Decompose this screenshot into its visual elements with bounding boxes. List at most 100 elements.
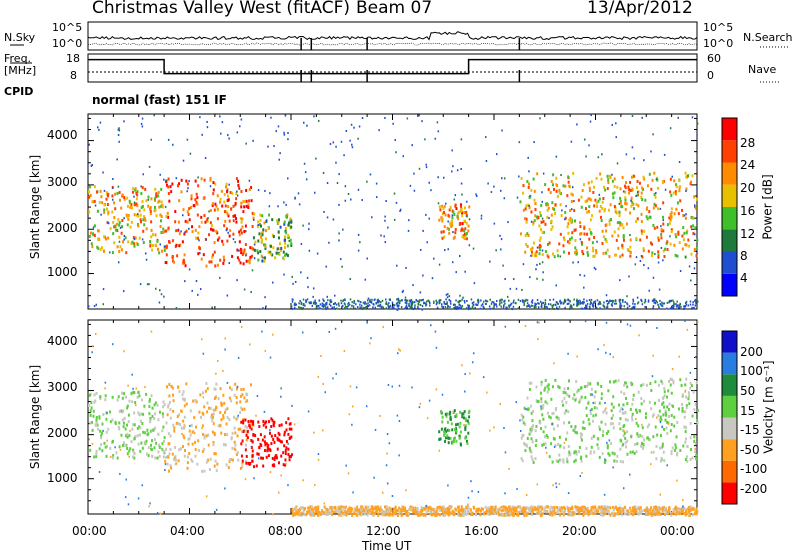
power-cell	[556, 194, 559, 198]
velocity-cell	[154, 412, 157, 416]
power-cell	[576, 302, 578, 305]
velocity-cell	[272, 437, 275, 441]
power-cell	[335, 303, 338, 306]
power-cell	[271, 233, 274, 237]
velocity-cell	[685, 395, 688, 399]
velocity-cell	[544, 386, 547, 390]
velocity-cell	[285, 421, 288, 425]
power-cell	[167, 185, 170, 189]
power-cell	[290, 305, 293, 308]
power-cell	[268, 205, 271, 208]
power-cell	[248, 188, 251, 192]
power-cell	[501, 177, 503, 180]
velocity-cell	[224, 408, 227, 412]
velocity-cell	[491, 511, 494, 515]
power-cell	[264, 189, 266, 192]
power-cell	[449, 302, 452, 305]
velocity-cell	[163, 436, 166, 440]
power-cell	[480, 299, 482, 302]
power-ytick: 3000	[47, 175, 78, 189]
power-cell	[629, 245, 632, 249]
velocity-cell	[696, 418, 699, 422]
power-cell	[117, 218, 120, 222]
power-cell	[641, 255, 644, 259]
power-cell	[668, 301, 670, 304]
power-cell	[186, 138, 189, 141]
power-cell	[359, 301, 362, 304]
power-cell	[623, 305, 626, 308]
power-cell	[608, 255, 611, 259]
velocity-cell	[467, 505, 470, 509]
velocity-cell	[557, 442, 560, 446]
power-cell	[343, 307, 346, 310]
power-cell	[452, 165, 454, 168]
velocity-cell	[657, 414, 660, 418]
velocity-cell	[480, 507, 483, 511]
power-cell	[118, 140, 120, 143]
power-cell	[501, 129, 503, 132]
velocity-cell	[435, 388, 438, 391]
velocity-cell	[147, 432, 150, 436]
velocity-cell	[619, 409, 622, 413]
power-cell	[288, 221, 291, 225]
power-cell	[431, 277, 434, 280]
power-cell	[129, 205, 132, 209]
velocity-cell	[684, 458, 687, 462]
power-cell	[585, 304, 587, 307]
power-cell	[592, 254, 595, 258]
velocity-cell	[577, 510, 580, 514]
power-cell	[439, 299, 442, 302]
velocity-colorbar-tick: 100	[740, 364, 763, 378]
power-cell	[666, 248, 669, 252]
power-cell	[657, 207, 660, 211]
power-cell	[180, 178, 183, 182]
velocity-cell	[659, 507, 662, 511]
velocity-cell	[268, 431, 271, 435]
velocity-cell	[604, 507, 607, 511]
power-cell	[503, 197, 506, 200]
power-cell	[616, 221, 619, 225]
power-cell	[625, 222, 628, 226]
velocity-cell	[684, 437, 687, 441]
power-cell	[632, 207, 635, 211]
power-cell	[459, 307, 461, 310]
power-cell	[567, 180, 570, 184]
power-cell	[136, 213, 139, 216]
power-cell	[322, 298, 324, 301]
power-cell	[458, 210, 461, 214]
velocity-cell	[132, 450, 135, 454]
power-cell	[441, 219, 444, 223]
velocity-cell	[535, 385, 538, 389]
velocity-cell	[660, 456, 663, 460]
velocity-cell	[653, 506, 656, 510]
power-cell	[526, 302, 529, 305]
power-cell	[344, 199, 347, 202]
power-cell	[639, 238, 642, 242]
power-cell	[234, 214, 237, 218]
power-cell	[186, 182, 189, 186]
velocity-cell	[271, 418, 274, 422]
power-cell	[452, 236, 455, 240]
power-cell	[602, 304, 605, 307]
power-cell	[473, 282, 476, 285]
power-cell	[669, 307, 672, 310]
velocity-cell	[592, 511, 595, 515]
power-cell	[163, 246, 166, 250]
velocity-cell	[496, 511, 499, 515]
velocity-cell	[625, 430, 628, 434]
power-cell	[195, 192, 198, 196]
velocity-cell	[174, 445, 177, 449]
velocity-cell	[140, 412, 143, 416]
velocity-cell	[321, 511, 324, 515]
power-cell	[425, 163, 427, 166]
power-cell	[692, 216, 695, 220]
power-cell	[580, 232, 583, 236]
velocity-cell	[444, 508, 447, 512]
velocity-cell	[258, 446, 261, 450]
velocity-cell	[287, 432, 290, 436]
velocity-cell	[195, 425, 198, 429]
power-cell	[653, 226, 656, 230]
power-cell	[480, 304, 483, 307]
velocity-cell	[654, 512, 657, 516]
power-cell	[123, 217, 125, 220]
